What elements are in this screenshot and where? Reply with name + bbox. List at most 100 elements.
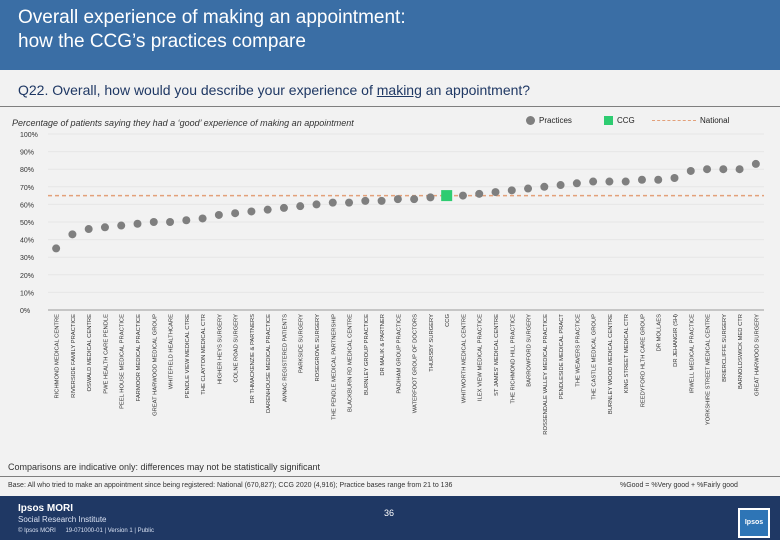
practice-point	[231, 209, 240, 218]
national-line-icon	[652, 119, 696, 122]
x-tick-label: PADIHAM GROUP PRACTICE	[396, 314, 402, 394]
y-tick-label: 60%	[20, 202, 34, 209]
ccg-point	[441, 190, 453, 202]
x-tick-label: ST JAMES' MEDICAL CENTRE	[494, 314, 500, 396]
x-tick-label: DR MALIK & PARTNER	[380, 314, 386, 376]
ipsos-logo-icon: Ipsos	[738, 508, 770, 538]
practice-point	[458, 191, 467, 200]
y-tick-label: 80%	[20, 167, 34, 174]
practice-point	[475, 189, 484, 198]
practice-point	[589, 177, 598, 186]
y-tick-label: 70%	[20, 185, 34, 192]
y-tick-label: 50%	[20, 220, 34, 227]
practice-point	[507, 186, 516, 195]
x-tick-label: ROSEGROVE SURGERY	[315, 314, 321, 382]
x-tick-label: THE WEAVERS PRACTICE	[575, 314, 581, 387]
practice-point	[637, 175, 646, 184]
practice-point	[621, 177, 630, 186]
x-tick-label: PARKSIDE SURGERY	[299, 314, 305, 373]
x-tick-label: BURNLEY WOOD MEDICAL CENTRE	[608, 314, 614, 414]
x-tick-label: THE CASTLE MEDICAL GROUP	[592, 314, 598, 400]
practice-point	[166, 218, 175, 226]
title-line-1: Overall experience of making an appointm…	[18, 7, 406, 28]
divider	[0, 476, 780, 477]
x-tick-label: WATERFOOT GROUP OF DOCTORS	[413, 314, 419, 413]
x-tick-label: THURSBY SURGERY	[429, 314, 435, 372]
question-underlined: making	[376, 82, 422, 98]
y-tick-label: 20%	[20, 273, 34, 280]
x-tick-label: PENDLESIDE MEDICAL PRACT	[559, 314, 565, 400]
legend-national-label: National	[700, 116, 730, 125]
practice-point	[117, 221, 126, 230]
chart-subtitle: Percentage of patients saying they had a…	[12, 118, 354, 128]
practice-point	[556, 181, 565, 190]
chart: 0% 10% 20% 30% 40% 50% 60% 70% 80% 90% 100% RICHMO…	[20, 132, 764, 435]
question-prefix: Q22. Overall, how would you describe you…	[18, 82, 377, 98]
x-tick-label: FARMOOR MEDICAL PRACTICE	[136, 314, 142, 402]
y-tick-label: 90%	[20, 150, 34, 157]
divider	[0, 106, 780, 107]
ccg-square-icon	[604, 116, 613, 125]
practice-point	[247, 207, 256, 216]
x-tick-label: DR THMACKENZIE & PARTNERS	[250, 314, 256, 404]
y-tick-label: 0%	[20, 308, 30, 315]
practice-point	[524, 184, 533, 193]
base-text: Base: All who tried to make an appointme…	[8, 482, 453, 489]
legend-ccg-label: CCG	[617, 116, 635, 125]
x-tick-label: OSWALD MEDICAL CENTRE	[87, 314, 93, 392]
x-tick-label: PEEL HOUSE MEDICAL PRACTICE	[120, 314, 126, 409]
x-tick-label: THE CLAYTON MEDICAL CTR	[201, 314, 207, 395]
x-tick-label: BLACKBURN RD MEDICAL CENTRE	[348, 314, 354, 412]
practice-point	[735, 165, 744, 174]
x-tick-label: PWE HEALTH CARE PENDLE	[103, 314, 109, 394]
practice-point	[279, 203, 288, 212]
x-tick-label: CCG	[445, 314, 451, 327]
significance-note: Comparisons are indicative only: differe…	[8, 462, 320, 472]
practice-point	[345, 198, 354, 207]
title-line-2: how the CCG’s practices compare	[18, 31, 306, 52]
page-title: Overall experience of making an appointm…	[18, 6, 718, 54]
x-tick-label: DARENHOUSE MEDICAL PRACTICE	[266, 314, 272, 413]
y-tick-label: 10%	[20, 290, 34, 297]
practice-point	[100, 223, 109, 232]
x-tick-label: IRWELL MEDICAL PRACTICE	[689, 314, 695, 393]
practice-dot-icon	[526, 116, 535, 125]
practice-point	[377, 196, 386, 205]
formula-text: %Good = %Very good + %Fairly good	[620, 482, 738, 489]
practice-point	[214, 210, 223, 219]
x-tick-label: BARROWFORD SURGERY	[527, 314, 533, 387]
legend-ccg: CCG	[604, 116, 635, 125]
brand-subtitle: Social Research Institute	[18, 515, 107, 524]
x-tick-label: THE RICHMOND HILL PRACTICE	[510, 314, 516, 404]
practice-point	[312, 200, 321, 209]
practice-point	[263, 205, 272, 214]
footer-note: © Ipsos MORI 19-071000-01 | Version 1 | …	[18, 528, 162, 534]
practice-point	[84, 225, 93, 234]
x-tick-label: AVNAC REGISTERED PATIENTS	[282, 314, 288, 402]
x-tick-label: HIGHER HEYS SURGERY	[217, 314, 223, 384]
practice-point	[182, 216, 191, 225]
legend-national: National	[652, 116, 729, 125]
x-tick-label: REEDYFORD HLTH CARE GROUP	[640, 314, 646, 407]
practice-point	[426, 193, 435, 202]
x-tick-label: RICHMOND MEDICAL CENTRE	[55, 314, 61, 399]
practice-point	[149, 218, 158, 226]
practice-point	[491, 188, 500, 197]
legend-practices: Practices	[526, 116, 572, 125]
footer-bar	[0, 496, 780, 540]
practice-point	[670, 174, 679, 182]
y-tick-label: 40%	[20, 238, 34, 245]
practice-point	[410, 195, 419, 204]
practice-point	[686, 166, 695, 175]
brand-name: Ipsos MORI	[18, 503, 74, 514]
practice-point	[52, 244, 61, 253]
x-tick-label: KING STREET MEDICAL CTR	[624, 314, 630, 393]
x-tick-label: ILEX VIEW MEDICAL PRACTICE	[478, 314, 484, 401]
y-tick-label: 100%	[20, 132, 38, 139]
x-tick-label: DR MOLLAES	[657, 314, 663, 352]
x-tick-label: RIVERSIDE FAMILY PRACTICE	[71, 314, 77, 398]
question-text: Q22. Overall, how would you describe you…	[18, 82, 530, 98]
page-number: 36	[384, 508, 395, 518]
x-tick-label: WHITEFIELD HEALTHCARE	[169, 314, 175, 389]
practice-point	[133, 219, 142, 228]
